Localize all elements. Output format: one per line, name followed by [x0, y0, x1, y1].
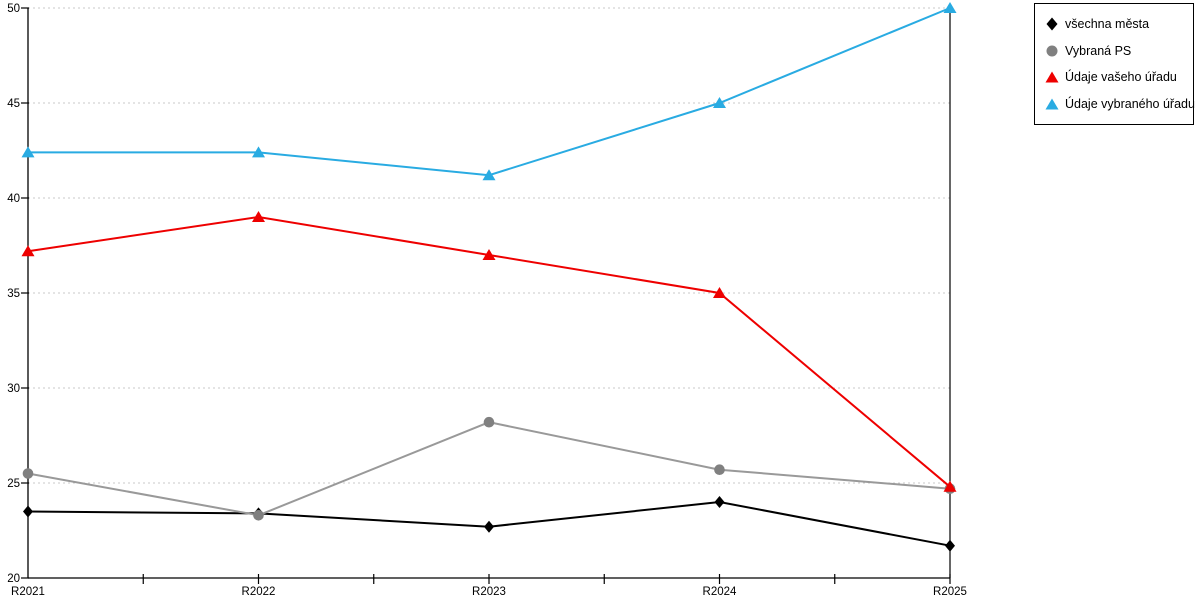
legend-label: Údaje vašeho úřadu [1065, 70, 1177, 85]
chart-legend: všechna města Vybraná PS Údaje vašeho úřad… [1034, 3, 1195, 125]
triangle-marker-icon [21, 245, 35, 257]
diamond-marker-icon [1045, 17, 1059, 31]
y-tick-label: 45 [7, 98, 20, 110]
circle-marker-icon [22, 468, 34, 479]
triangle-marker-icon [713, 97, 726, 108]
y-tick-label: 20 [7, 573, 20, 585]
series-line [28, 7, 951, 177]
x-tick-label: R2022 [242, 586, 276, 598]
triangle-marker-icon [252, 146, 265, 158]
legend-label: Údaje vybraného úřadu [1065, 96, 1195, 111]
legend-item: Údaje vybraného úřadu [1045, 91, 1195, 118]
circle-marker-icon [483, 416, 495, 428]
legend-item: Údaje vašeho úřadu [1045, 64, 1189, 91]
diamond-marker-icon [945, 539, 955, 552]
circle-marker-icon [1045, 44, 1059, 58]
triangle-marker-icon [943, 2, 957, 13]
legend-label: Vybraná PS [1065, 43, 1132, 58]
y-tick-label: 50 [7, 3, 20, 15]
triangle-marker-icon [482, 169, 496, 181]
x-tick-label: R2021 [11, 586, 45, 598]
legend-label: všechna města [1065, 17, 1150, 32]
x-tick-label: R2025 [933, 586, 967, 598]
diamond-marker-icon [484, 520, 494, 533]
legend-item: všechna města [1045, 11, 1189, 38]
series-line [27, 421, 951, 517]
triangle-marker-icon [482, 249, 496, 260]
triangle-marker-icon [21, 146, 35, 158]
y-tick-label: 30 [7, 383, 20, 395]
triangle-marker-icon [1045, 97, 1059, 111]
legend-item: Vybraná PS [1045, 38, 1189, 65]
y-tick-label: 40 [7, 193, 20, 205]
diamond-marker-icon [23, 505, 33, 518]
y-tick-label: 25 [7, 478, 20, 490]
triangle-marker-icon [943, 480, 957, 492]
circle-marker-icon [253, 510, 264, 521]
triangle-marker-icon [252, 211, 265, 222]
circle-marker-icon [714, 464, 725, 476]
triangle-marker-icon [713, 287, 726, 298]
triangle-marker-icon [1045, 70, 1059, 84]
diamond-marker-icon [714, 496, 725, 508]
y-tick-label: 35 [7, 288, 20, 300]
x-tick-label: R2023 [472, 586, 506, 598]
plot-area: 20 25 30 35 40 45 50 R2021 R2022 R2023 R2024 R2025 [7, 2, 967, 598]
x-tick-label: R2024 [703, 586, 737, 598]
